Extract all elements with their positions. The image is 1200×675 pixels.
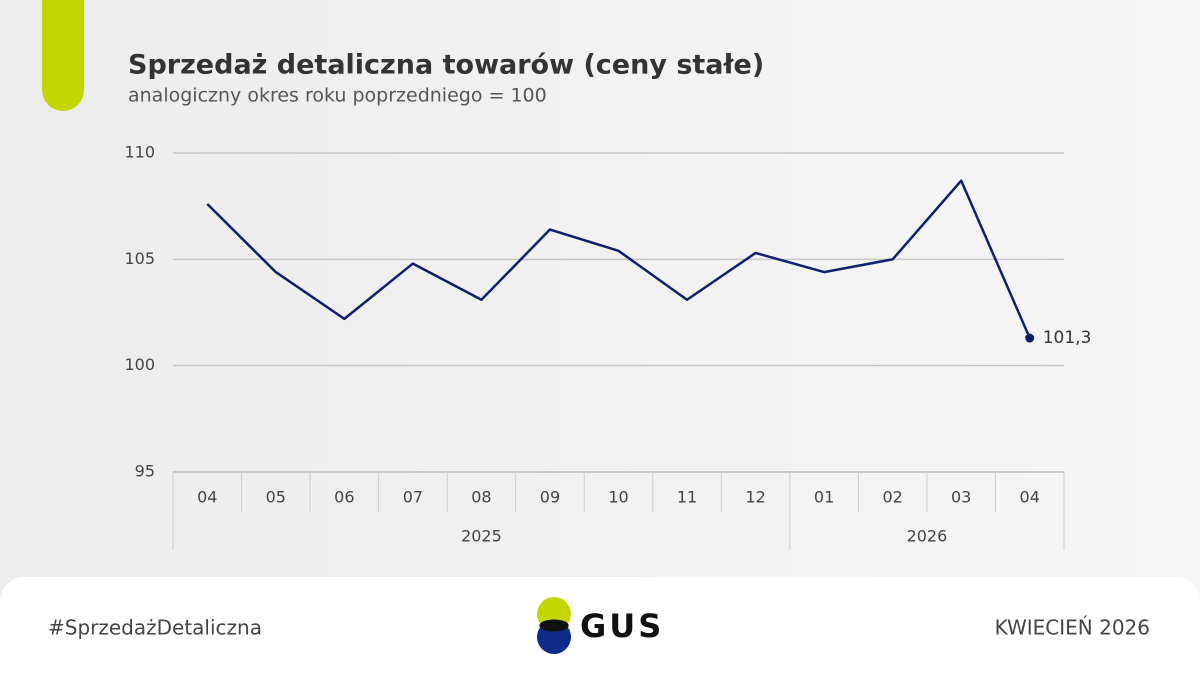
x-tick-label: 10 [608,488,628,507]
x-tick-label: 05 [266,488,286,507]
y-tick-label: 110 [124,143,155,162]
point [1025,333,1035,343]
x-tick-label: 02 [882,488,902,507]
hashtag: #SprzedażDetaliczna [48,616,262,640]
x-tick-label: 06 [334,488,354,507]
logo-text: GUS [580,607,664,645]
chart-subtitle: analogiczny okres roku poprzedniego = 10… [128,85,547,107]
x-group-label: 2025 [461,527,502,546]
logo-overlap [539,619,569,632]
x-tick-label: 04 [1020,488,1040,507]
x-tick-label: 07 [403,488,423,507]
value-label: 101,3 [1043,328,1092,348]
footer-bg [0,576,1200,675]
chart-title: Sprzedaż detaliczna towarów (ceny stałe) [128,50,764,81]
x-tick-label: 08 [471,488,491,507]
y-tick-label: 100 [124,355,155,374]
y-tick-label: 95 [135,462,155,481]
x-tick-label: 03 [951,488,971,507]
x-tick-label: 11 [677,488,697,507]
y-tick-label: 105 [124,249,155,268]
line [206,179,1031,339]
x-tick-label: 12 [745,488,765,507]
x-tick-label: 01 [814,488,834,507]
x-tick-label: 04 [197,488,217,507]
accent-bar [42,0,84,111]
x-group-label: 2026 [907,527,948,546]
date: KWIECIEŃ 2026 [995,616,1150,640]
x-tick-label: 09 [540,488,560,507]
